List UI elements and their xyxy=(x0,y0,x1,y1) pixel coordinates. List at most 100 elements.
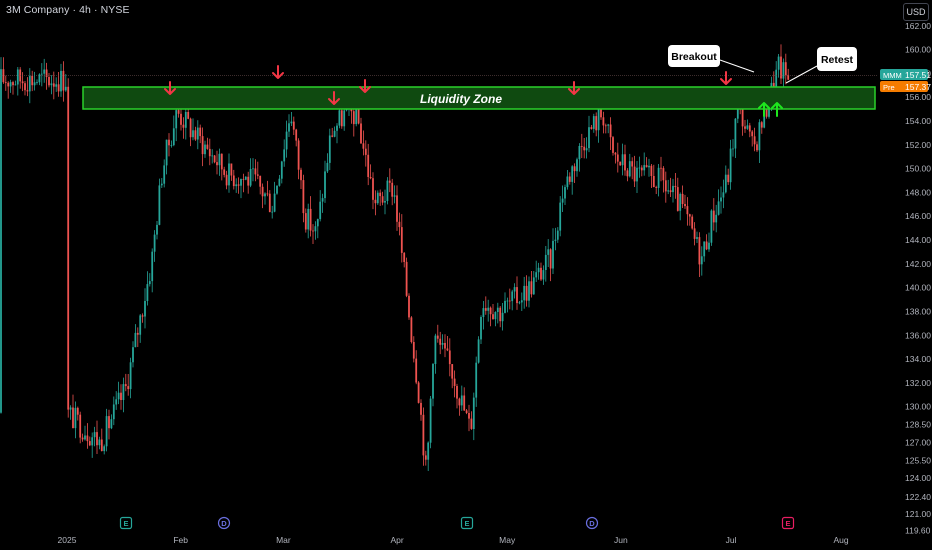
candle-body xyxy=(398,221,401,228)
price-tick-label: 138.00 xyxy=(905,307,931,317)
svg-text:D: D xyxy=(221,519,227,528)
candle-body xyxy=(264,193,266,197)
breakout-label: Breakout xyxy=(671,51,717,63)
candle-body xyxy=(319,201,322,220)
earnings-marker-icon[interactable]: E xyxy=(460,516,474,530)
retest-label-box[interactable] xyxy=(817,47,857,71)
candle-body xyxy=(266,193,269,195)
candle-body xyxy=(631,161,634,167)
candle-body xyxy=(26,90,29,92)
currency-button[interactable]: USD xyxy=(903,3,929,21)
time-axis[interactable]: 2025 Feb Mar Apr May Jun Jul Aug xyxy=(58,535,849,545)
svg-text:E: E xyxy=(464,519,469,528)
candle-body xyxy=(530,281,533,295)
candle-body xyxy=(732,148,734,150)
candle-body xyxy=(760,122,763,128)
candle-body xyxy=(36,82,38,83)
price-tick-label: 162.00 xyxy=(905,21,931,31)
earnings-marker-icon[interactable]: E xyxy=(119,516,133,530)
candle-body xyxy=(367,154,370,177)
candle-body xyxy=(472,397,475,429)
candle-body xyxy=(381,196,384,203)
candle-body xyxy=(652,176,655,187)
candle-body xyxy=(211,155,214,157)
candle-body xyxy=(717,201,720,215)
candle-body xyxy=(588,127,590,149)
candle-body xyxy=(343,110,346,127)
candle-body xyxy=(405,261,408,296)
candle-body xyxy=(336,125,338,131)
candle-body xyxy=(393,195,396,197)
red-down-arrow-icon xyxy=(164,81,176,95)
retest-callout[interactable]: Retest xyxy=(785,47,857,84)
candle-body xyxy=(412,342,415,359)
candle-body xyxy=(633,166,636,182)
candle-body xyxy=(170,145,173,146)
candle-body xyxy=(520,300,523,303)
price-axis[interactable]: 162.00 160.00 156.00 154.00 152.00 150.00 148.… xyxy=(905,21,931,536)
svg-text:D: D xyxy=(589,519,595,528)
candle-body xyxy=(28,75,31,92)
candle-body xyxy=(616,154,619,162)
liquidity-zone[interactable]: Liquidity Zone xyxy=(82,86,876,110)
candle-body xyxy=(324,171,326,199)
candle-body xyxy=(213,155,216,163)
candle-body xyxy=(304,213,307,230)
candle-body xyxy=(292,121,295,130)
earnings-marker-icon[interactable]: E xyxy=(781,516,795,530)
candle-body xyxy=(576,159,578,172)
candle-body xyxy=(283,149,286,162)
candle-body xyxy=(175,110,178,129)
candle-body xyxy=(180,113,182,125)
candle-body xyxy=(38,74,41,83)
time-tick-label: Feb xyxy=(173,535,188,545)
candle-body xyxy=(163,165,166,184)
candle-body xyxy=(384,201,386,203)
candle-body xyxy=(184,112,187,128)
candle-body xyxy=(768,104,770,117)
breakout-callout[interactable]: Breakout xyxy=(668,45,755,73)
candle-body xyxy=(340,110,343,127)
candle-body xyxy=(151,251,154,282)
price-tick-label: 132.00 xyxy=(905,378,931,388)
candle-body xyxy=(674,185,677,188)
candle-body xyxy=(422,414,425,456)
candle-body xyxy=(590,127,593,129)
candle-body xyxy=(105,416,108,447)
time-tick-label: 2025 xyxy=(58,535,77,545)
green-up-arrow-icon xyxy=(758,102,770,117)
candle-body xyxy=(465,410,468,413)
candle-body xyxy=(552,240,554,269)
candle-body xyxy=(223,169,226,175)
candle-body xyxy=(386,180,389,201)
candle-body xyxy=(249,169,252,186)
candle-body xyxy=(595,116,598,131)
candle-body xyxy=(24,83,26,91)
breakout-label-box[interactable] xyxy=(668,45,720,67)
candle-body xyxy=(429,398,432,443)
candle-body xyxy=(189,118,192,138)
candle-body xyxy=(643,165,646,171)
candle-body xyxy=(451,364,454,379)
candle-body xyxy=(204,144,206,155)
time-tick-label: May xyxy=(499,535,516,545)
candle-body xyxy=(427,442,430,460)
red-down-arrow-icon xyxy=(328,91,340,105)
pre-tag-price: 157.37 xyxy=(905,82,931,92)
candle-body xyxy=(79,414,82,438)
dividend-marker-icon[interactable]: D xyxy=(217,516,231,530)
liquidity-zone-rect[interactable] xyxy=(82,86,876,110)
candle-body xyxy=(748,125,751,132)
candle-body xyxy=(410,317,413,342)
red-down-arrow-icon xyxy=(359,79,371,93)
candle-body xyxy=(127,386,130,390)
candle-body xyxy=(16,69,19,85)
candle-body xyxy=(513,287,516,292)
candle-body xyxy=(165,139,168,166)
candle-body xyxy=(206,144,209,149)
candle-body xyxy=(156,224,158,235)
price-tick-label: 142.00 xyxy=(905,259,931,269)
dividend-marker-icon[interactable]: D xyxy=(585,516,599,530)
